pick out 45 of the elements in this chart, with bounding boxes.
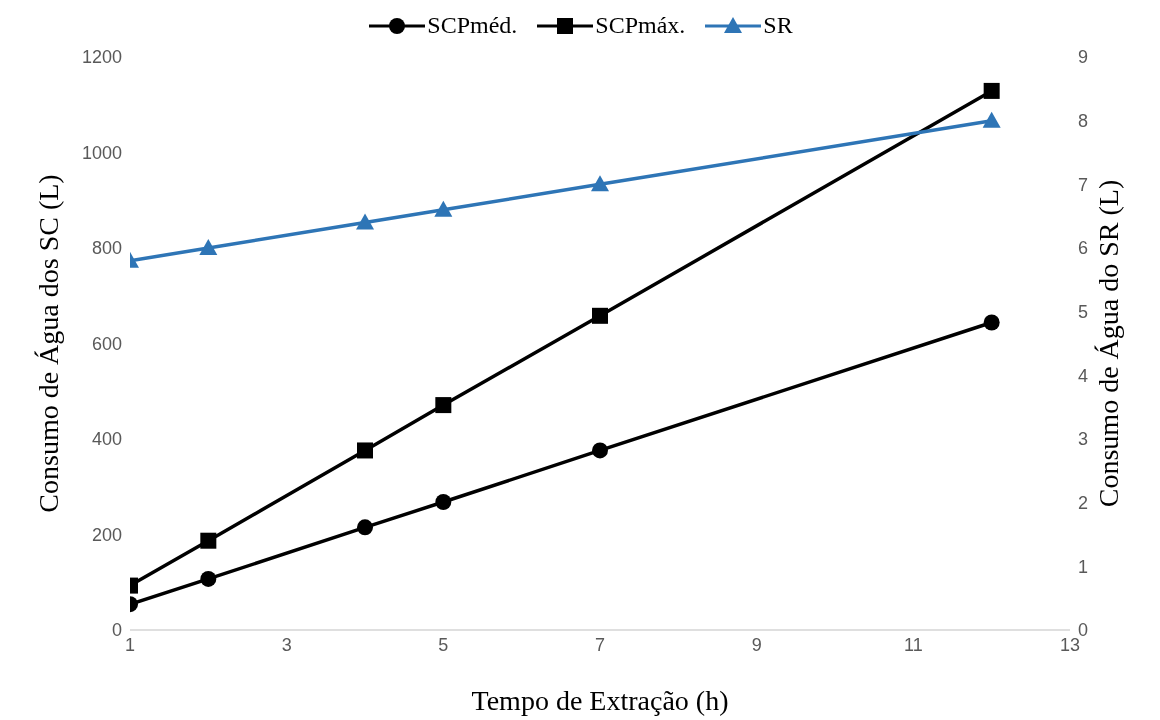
legend-label: SCPmáx. bbox=[595, 12, 686, 39]
y2-tick-label: 8 bbox=[1078, 111, 1089, 132]
point bbox=[434, 200, 453, 217]
y-tick-label: 400 bbox=[91, 429, 122, 450]
point bbox=[591, 175, 609, 192]
point bbox=[983, 314, 1000, 331]
x-tick-label: 1 bbox=[124, 634, 136, 655]
point bbox=[357, 442, 373, 459]
y2-tick-label: 2 bbox=[1078, 493, 1089, 514]
x-axis-title: Tempo de Extração (h) bbox=[471, 685, 729, 716]
y2-tick-label: 5 bbox=[1078, 302, 1089, 323]
y2-tick-label: 9 bbox=[1078, 47, 1089, 68]
y2-tick-label: 0 bbox=[1078, 620, 1089, 641]
legend-label: SR bbox=[763, 12, 793, 39]
point bbox=[592, 307, 608, 324]
y-tick-label: 800 bbox=[91, 238, 122, 259]
y-axis-title: Consumo de Água dos SC (L) bbox=[32, 174, 64, 513]
x-tick-label: 9 bbox=[751, 634, 762, 655]
point bbox=[356, 213, 374, 230]
y2-tick-label: 1 bbox=[1078, 556, 1089, 577]
point bbox=[435, 397, 452, 414]
point bbox=[357, 519, 373, 536]
point bbox=[982, 111, 1001, 128]
point bbox=[435, 494, 452, 511]
y-tick-label: 200 bbox=[91, 524, 122, 545]
y2-tick-label: 6 bbox=[1078, 238, 1089, 259]
y2-axis-title: Consumo de Água do SR (L) bbox=[1092, 179, 1124, 508]
legend-label: SCPméd. bbox=[427, 12, 518, 39]
point bbox=[983, 82, 1000, 99]
point bbox=[199, 239, 218, 255]
x-tick-label: 11 bbox=[903, 634, 923, 655]
x-tick-label: 5 bbox=[438, 634, 449, 655]
point bbox=[592, 442, 608, 459]
x-tick-label: 7 bbox=[594, 634, 606, 655]
point bbox=[200, 570, 217, 587]
y2-tick-label: 3 bbox=[1078, 429, 1089, 450]
x-tick-label: 13 bbox=[1059, 634, 1081, 655]
y-tick-label: 1000 bbox=[81, 142, 122, 163]
y2-tick-label: 7 bbox=[1078, 174, 1089, 195]
y-tick-label: 600 bbox=[91, 333, 122, 354]
point bbox=[200, 532, 217, 549]
y2-tick-label: 4 bbox=[1078, 365, 1089, 386]
x-tick-label: 3 bbox=[281, 634, 292, 655]
y-tick-label: 0 bbox=[111, 620, 122, 641]
y-tick-label: 1200 bbox=[81, 47, 122, 68]
